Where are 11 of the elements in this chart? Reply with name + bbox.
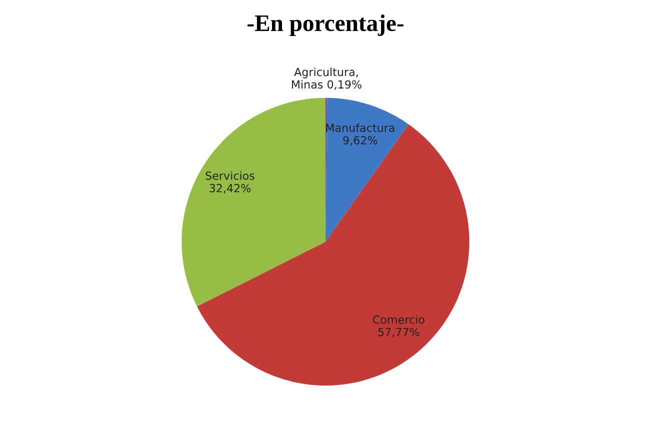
data-label: 57,77%: [378, 328, 420, 338]
slice-label: Servicios: [206, 171, 254, 180]
pie-slice: [326, 98, 409, 242]
slice-label: Agricultura, Minas 0,19%: [292, 68, 362, 90]
pie-slice: [182, 98, 326, 306]
data-label: 9,62%: [343, 136, 378, 146]
chart-title: -En porcentaje-: [248, 14, 404, 36]
slice-label: Comercio: [373, 315, 424, 324]
pie-slice: [197, 124, 470, 386]
slice-label: Manufactura: [326, 123, 394, 132]
data-label: 32,42%: [210, 184, 251, 194]
